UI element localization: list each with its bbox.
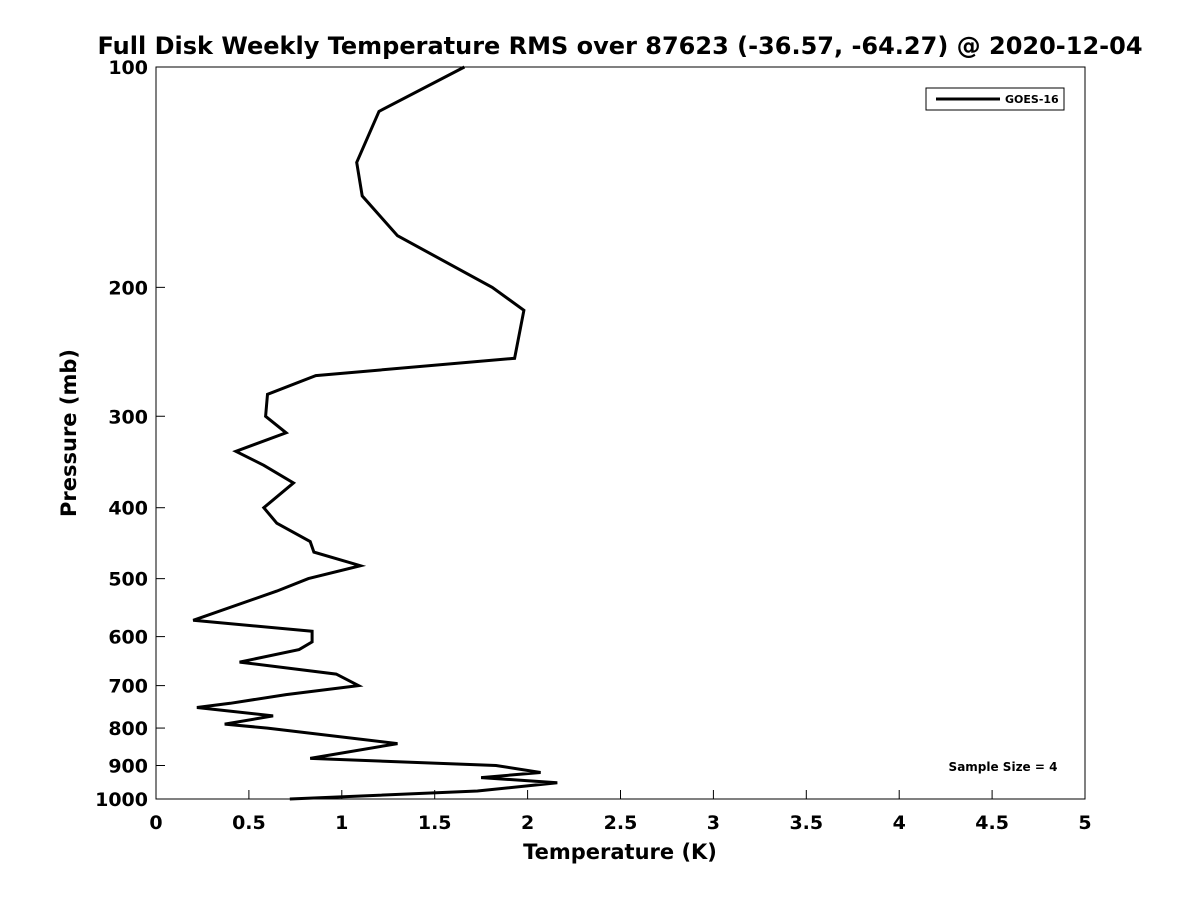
x-tick-label: 3 [707,812,720,834]
x-tick-label: 4 [893,812,906,834]
y-tick-label: 1000 [95,789,148,811]
x-tick-label: 1 [335,812,348,834]
y-tick-label: 200 [108,277,148,299]
x-axis: 0 0.5 1 1.5 2 2.5 3 3.5 4 4.5 5 [149,790,1092,834]
y-tick-label: 700 [108,676,148,698]
y-tick-label: 400 [108,498,148,520]
x-tick-label: 1.5 [418,812,452,834]
legend: GOES-16 [925,87,1065,111]
x-tick-label: 0 [149,812,162,834]
y-tick-label: 500 [108,569,148,591]
series-layer [192,65,558,801]
series-line-goes-16 [192,65,558,801]
y-tick-label: 600 [108,627,148,649]
y-tick-label: 900 [108,756,148,778]
plot-area [155,66,1086,800]
x-tick-label: 4.5 [975,812,1009,834]
y-tick-label: 100 [108,57,148,79]
x-tick-label: 2 [521,812,534,834]
sample-size-annotation: Sample Size = 4 [949,760,1058,774]
x-tick-label: 5 [1078,812,1091,834]
x-tick-label: 3.5 [789,812,823,834]
y-tick-label: 300 [108,406,148,428]
legend-label-goes-16: GOES-16 [1005,93,1059,106]
y-axis: 100 200 300 400 500 600 700 800 900 1000 [95,57,165,811]
y-axis-label: Pressure (mb) [57,349,81,517]
y-tick-label: 800 [108,718,148,740]
chart-title: Full Disk Weekly Temperature RMS over 87… [97,32,1142,60]
x-axis-label: Temperature (K) [523,840,717,864]
x-tick-label: 0.5 [232,812,266,834]
x-tick-label: 2.5 [604,812,638,834]
